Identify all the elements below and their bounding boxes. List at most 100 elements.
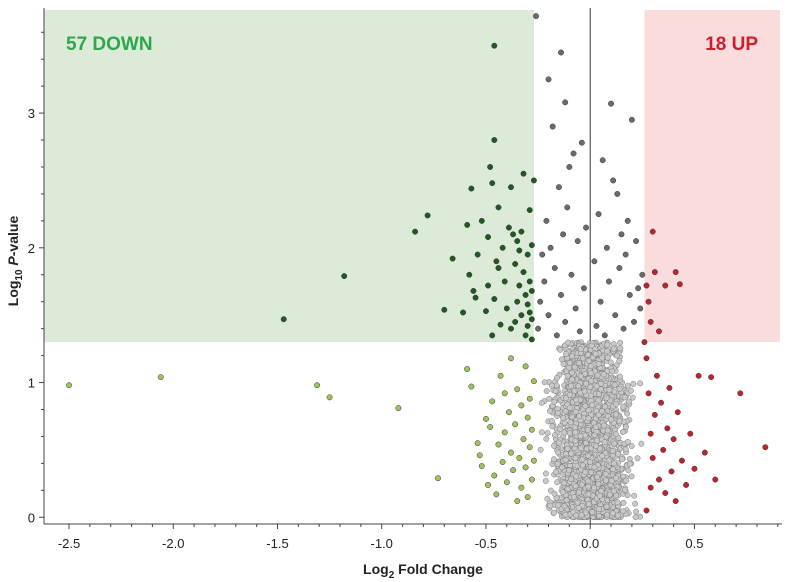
neutral-point (597, 386, 604, 393)
neutral-point (626, 460, 633, 467)
series-4-point (708, 374, 715, 381)
neutral-point (561, 480, 568, 487)
neutral-point (559, 464, 566, 471)
series-0-point (341, 273, 348, 280)
series-2-point (576, 328, 583, 335)
series-4-point (664, 425, 671, 432)
neutral-point (606, 386, 613, 393)
series-2-point (610, 177, 617, 184)
neutral-point (585, 452, 592, 459)
neutral-point (632, 514, 639, 521)
series-0-point (489, 180, 496, 187)
neutral-point (571, 424, 578, 431)
series-4-point (695, 372, 702, 379)
neutral-point (550, 509, 557, 516)
neutral-point (573, 396, 580, 403)
neutral-point (574, 499, 581, 506)
y-axis-title: Log10 P-value (5, 216, 25, 307)
series-1-point (524, 414, 531, 421)
neutral-point (566, 404, 573, 411)
series-2-point (595, 211, 602, 218)
neutral-point (620, 403, 627, 410)
neutral-point (604, 348, 611, 355)
series-0-point (528, 336, 535, 343)
series-4-point (647, 484, 654, 491)
series-4-point (647, 318, 654, 325)
series-2-point (566, 164, 573, 170)
series-4-point (666, 384, 673, 391)
neutral-point (601, 439, 608, 446)
neutral-point (549, 423, 556, 430)
neutral-point (610, 447, 616, 454)
series-2-point (549, 123, 556, 130)
series-1-point (503, 479, 510, 486)
series-0-point (512, 261, 519, 267)
x-tick-label: -1.5 (266, 536, 288, 551)
neutral-point (633, 508, 640, 515)
neutral-point (595, 360, 602, 367)
neutral-point (609, 368, 616, 375)
neutral-point (546, 395, 553, 402)
series-2-point (631, 318, 637, 325)
neutral-point (572, 455, 579, 462)
y-tick-label: 1 (28, 376, 35, 391)
neutral-point (559, 489, 566, 496)
neutral-point (594, 474, 601, 481)
series-1-point (314, 382, 321, 389)
series-0-point (460, 309, 466, 316)
tick-labels: -2.5 -2.0 -1.5 -1.0 -0.5 0.0 0.5 0 1 2 3 (28, 31, 779, 551)
neutral-point (604, 427, 611, 434)
up-region (644, 10, 780, 343)
series-2-point (622, 251, 629, 258)
neutral-point (593, 442, 599, 449)
series-1-point (514, 386, 521, 393)
y-tick-label: 3 (28, 106, 35, 121)
series-0-point (520, 269, 527, 276)
neutral-point (616, 358, 623, 364)
neutral-point (599, 453, 606, 460)
y-tick-label: 0 (28, 510, 35, 525)
series-4-point (658, 399, 665, 406)
series-1-point (528, 476, 535, 483)
series-0-point (528, 287, 535, 294)
series-4-point (683, 481, 690, 488)
series-0-point (508, 184, 514, 191)
series-0-point (526, 309, 533, 316)
neutral-point (579, 462, 586, 469)
series-0-point (505, 224, 512, 231)
neutral-point (612, 431, 619, 438)
x-tick-label: 0.5 (685, 536, 703, 551)
series-4-point (712, 476, 719, 483)
series-4-point (672, 269, 679, 276)
data-points (66, 13, 769, 521)
series-1-point (485, 481, 492, 488)
neutral-point (629, 394, 636, 401)
neutral-point (619, 456, 626, 463)
neutral-point (565, 339, 571, 346)
neutral-point (573, 512, 580, 519)
neutral-point (577, 373, 584, 380)
series-1-point (435, 475, 441, 482)
neutral-point (560, 414, 567, 421)
series-1-point (395, 405, 402, 412)
series-1-point (483, 415, 489, 422)
neutral-point (555, 439, 562, 446)
neutral-point (558, 356, 565, 363)
neutral-point (554, 374, 560, 381)
neutral-point (561, 503, 568, 509)
x-tick-label: -0.5 (475, 536, 497, 551)
series-2-point (583, 224, 589, 231)
neutral-point (563, 395, 569, 401)
series-2-point (608, 100, 615, 107)
neutral-point (632, 500, 639, 507)
x-tick-label: -2.0 (162, 536, 184, 551)
neutral-point (571, 388, 578, 395)
neutral-point (562, 511, 569, 518)
series-4-point (643, 355, 650, 362)
series-0-point (472, 294, 479, 301)
series-1-point (487, 424, 494, 430)
neutral-point (541, 379, 548, 386)
neutral-point (542, 478, 549, 484)
series-0-point (487, 164, 494, 170)
series-0-point (466, 271, 473, 278)
